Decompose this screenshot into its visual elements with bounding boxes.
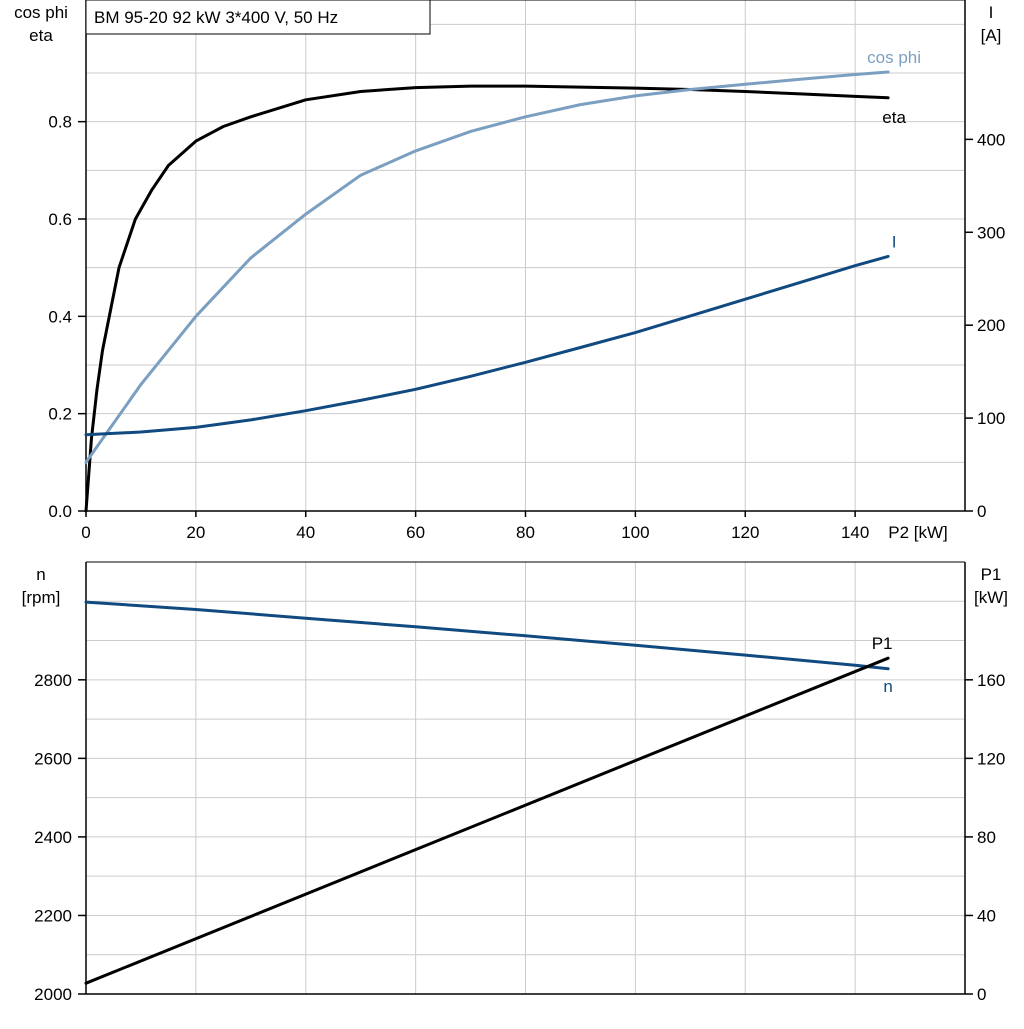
series-label-P1: P1 [872,634,893,653]
left-axis-unit: eta [29,26,53,45]
right-tick-label: 0 [977,502,986,521]
left-axis-title: cos phi [14,3,68,22]
series-label-cos-phi: cos phi [867,48,921,67]
right-tick-label: 0 [977,985,986,1004]
right-tick-label: 40 [977,906,996,925]
series-line-P1 [84,656,890,985]
x-tick-label: 40 [296,523,315,542]
series-line-eta [84,84,890,513]
left-tick-label: 2000 [34,985,72,1004]
series-label-n: n [883,677,892,696]
left-axis-unit: [rpm] [22,588,61,607]
right-axis-title: I [989,3,994,22]
chart-title: BM 95-20 92 kW 3*400 V, 50 Hz [94,8,338,27]
series-label-eta: eta [882,108,906,127]
right-tick-label: 100 [977,409,1005,428]
left-tick-label: 0.8 [48,113,72,132]
series-line-I [84,254,890,437]
right-axis-unit: [kW] [974,588,1008,607]
left-tick-label: 0.0 [48,502,72,521]
left-tick-label: 2800 [34,671,72,690]
x-tick-label: 60 [406,523,425,542]
left-tick-label: 0.2 [48,405,72,424]
right-tick-label: 200 [977,316,1005,335]
left-tick-label: 0.6 [48,210,72,229]
series-line-cos-phi [84,70,890,464]
right-axis-unit: [A] [981,26,1002,45]
right-tick-label: 400 [977,130,1005,149]
left-tick-label: 0.4 [48,307,72,326]
title-box [85,0,431,35]
x-tick-label: 120 [731,523,759,542]
right-tick-label: 160 [977,671,1005,690]
right-tick-label: 300 [977,223,1005,242]
left-tick-label: 2600 [34,749,72,768]
right-tick-label: 120 [977,749,1005,768]
left-tick-label: 2200 [34,906,72,925]
series-label-I: I [892,232,897,251]
left-axis-title: n [36,565,45,584]
left-tick-label: 2400 [34,828,72,847]
right-axis-title: P1 [981,565,1002,584]
x-tick-label: 140 [841,523,869,542]
x-tick-label: 80 [516,523,535,542]
series-line-n [84,600,890,671]
x-tick-label: 100 [621,523,649,542]
x-axis-label: P2 [kW] [888,523,948,542]
x-tick-label: 20 [186,523,205,542]
x-tick-label: 0 [81,523,90,542]
right-tick-label: 80 [977,828,996,847]
